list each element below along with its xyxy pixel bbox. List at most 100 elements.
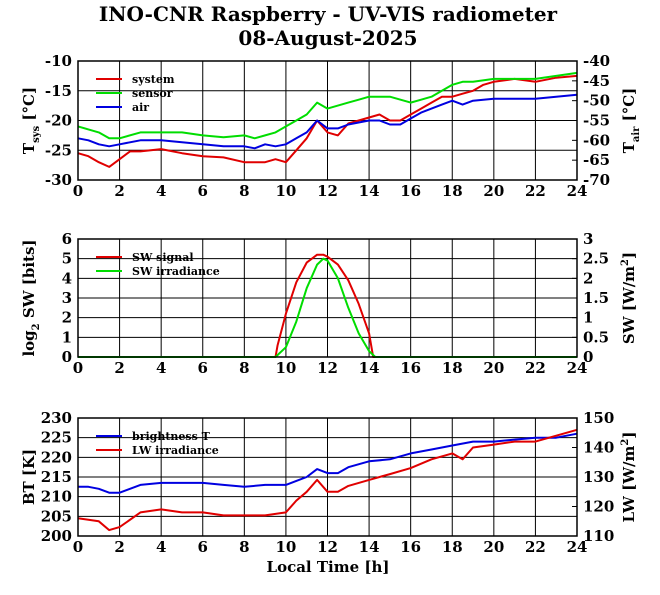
figure-subtitle: 08-August-2025 [238,26,417,50]
legend-label: SW irradiance [132,265,220,278]
x-tick-label: 12 [317,538,338,556]
y2-axis-label: Tair [°C] [620,88,642,154]
x-tick-label: 20 [483,538,504,556]
y-tick-label: -10 [45,52,72,70]
y2-axis-label-main: T [620,141,638,153]
x-tick-label: 14 [359,182,380,200]
y2-tick-label: 1 [583,309,593,327]
y-axis-label-main: log [20,330,38,357]
x-tick-label: 0 [73,538,83,556]
x-tick-label: 12 [317,359,338,377]
x-tick-label: 6 [198,359,208,377]
y2-axis-label: SW [W/m2] [620,252,638,344]
y-tick-label: -25 [45,141,72,159]
x-tick-label: 22 [525,359,546,377]
y2-axis-label-unit: ] [620,252,638,259]
legend-label: LW irradiance [132,444,219,457]
y2-axis-label-sup: 2 [620,439,631,446]
y-tick-label: 215 [41,468,72,486]
y-axis-label-unit: [°C] [20,87,38,126]
x-tick-label: 10 [275,182,296,200]
x-tick-label: 22 [525,538,546,556]
x-tick-label: 12 [317,182,338,200]
x-tick-label: 2 [114,359,124,377]
y2-axis-label-main: LW [W/m [620,445,638,522]
y2-tick-label: 110 [583,527,614,545]
x-tick-label: 18 [442,182,463,200]
y-tick-label: 205 [41,507,72,525]
x-tick-label: 20 [483,359,504,377]
series-line-sensor [77,71,578,140]
legend-label: SW signal [132,251,194,264]
y-tick-label: 230 [41,409,72,427]
x-tick-label: 22 [525,182,546,200]
y-axis-label: Tsys [°C] [20,87,42,154]
y2-axis-label-main: SW [W/m [620,266,638,344]
y-tick-label: 6 [62,230,72,248]
x-tick-label: 0 [73,182,83,200]
y-tick-label: 5 [62,250,72,268]
legend-label: sensor [132,87,173,100]
y2-tick-label: 120 [583,498,614,516]
y2-tick-label: 1.5 [583,289,609,307]
y2-tick-label: 0.5 [583,328,609,346]
x-tick-label: 16 [400,538,421,556]
x-tick-label: 24 [567,538,588,556]
y-tick-label: 0 [62,348,72,366]
series-line-sw-signal [78,253,577,358]
x-tick-label: 4 [156,182,166,200]
y-tick-label: 210 [41,488,72,506]
x-tick-label: 8 [239,538,249,556]
y-tick-label: 3 [62,289,72,307]
x-tick-label: 8 [239,182,249,200]
x-tick-label: 24 [567,359,588,377]
x-tick-label: 14 [359,359,380,377]
y2-tick-label: -60 [583,131,610,149]
series-line-sw-irradiance [78,257,577,358]
series-line-air [77,93,578,150]
x-tick-label: 14 [359,538,380,556]
y-tick-label: -20 [45,112,72,130]
x-tick-label: 18 [442,359,463,377]
y2-axis-label-unit: ] [620,432,638,439]
y2-tick-label: 3 [583,230,593,248]
y2-tick-label: 140 [583,439,614,457]
y2-axis-label: LW [W/m2] [620,432,638,523]
legend-label: brightness T [132,430,211,443]
y-tick-label: 225 [41,429,72,447]
y2-tick-label: 2 [583,269,593,287]
y-tick-label: 200 [41,527,72,545]
x-tick-label: 10 [275,359,296,377]
x-axis-label: Local Time [h] [267,558,390,576]
y2-axis-label-sub: air [631,126,642,142]
plot-frame [77,238,578,358]
y2-tick-label: 2.5 [583,250,609,268]
y-axis-label-sub: sys [31,125,42,142]
y2-tick-label: 0 [583,348,593,366]
x-tick-label: 20 [483,182,504,200]
figure-title: INO-CNR Raspberry - UV-VIS radiometer [99,2,558,26]
y2-tick-label: -55 [583,112,610,130]
y-tick-label: 4 [62,269,72,287]
plot-frame [77,417,578,537]
y2-tick-label: -50 [583,92,610,110]
y-axis-label: BT [K] [20,449,38,505]
x-tick-label: 4 [156,538,166,556]
y2-axis-label-sup: 2 [620,259,631,266]
x-tick-label: 10 [275,538,296,556]
x-tick-label: 2 [114,182,124,200]
x-tick-label: 16 [400,359,421,377]
y-axis-label-main: BT [K] [20,449,38,505]
series-line-lw-irradiance [77,428,578,532]
x-tick-label: 18 [442,538,463,556]
y-tick-label: 1 [62,328,72,346]
x-tick-label: 6 [198,538,208,556]
x-tick-label: 2 [114,538,124,556]
plot-frame [77,60,578,181]
x-tick-label: 8 [239,359,249,377]
y-axis-label-sub: 2 [31,323,42,330]
y-tick-label: -30 [45,171,72,189]
y2-tick-label: 150 [583,409,614,427]
